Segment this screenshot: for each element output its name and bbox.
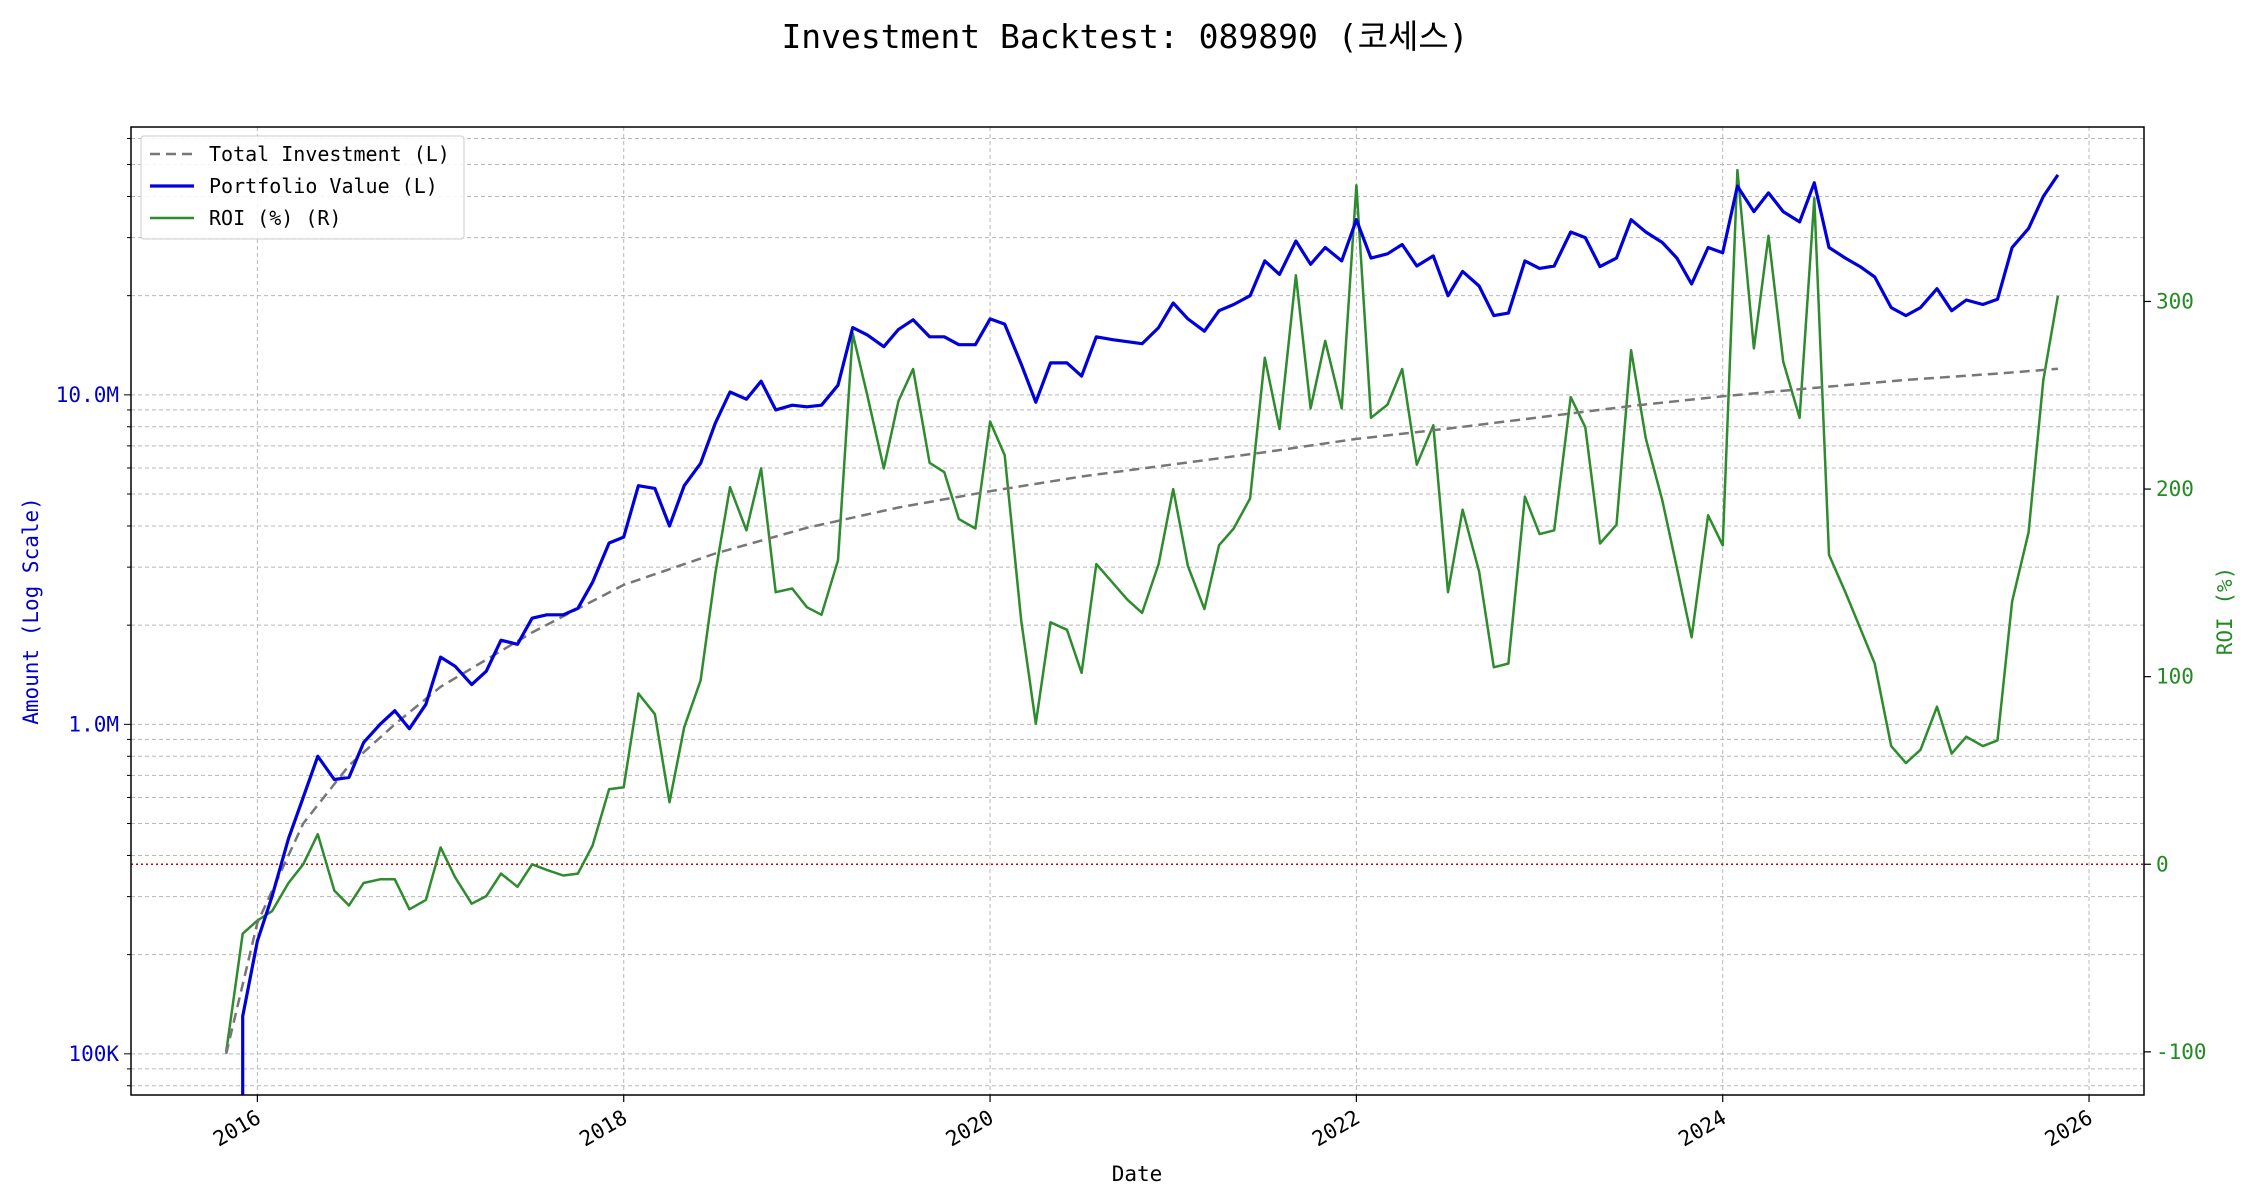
plot-frame bbox=[130, 126, 2145, 1096]
grid bbox=[131, 127, 2144, 1095]
chart-title: Investment Backtest: 089890 (코세스) bbox=[781, 17, 1468, 56]
left-tick-label: 100K bbox=[68, 1042, 119, 1066]
left-axis-label: Amount (Log Scale) bbox=[19, 497, 43, 725]
x-tick-label: 2026 bbox=[2041, 1105, 2097, 1151]
legend-entry-portfolio-value: Portfolio Value (L) bbox=[209, 174, 438, 198]
right-tick-label: 300 bbox=[2156, 289, 2194, 313]
legend-entry-roi: ROI (%) (R) bbox=[209, 206, 341, 230]
x-tick-label: 2018 bbox=[575, 1105, 631, 1151]
x-tick-label: 2016 bbox=[209, 1105, 265, 1151]
roi-line bbox=[224, 168, 2060, 1053]
x-tick-label: 2024 bbox=[1674, 1105, 1730, 1151]
axis-ticks: 2016 2018 2020 2022 2024 2026 100K 1.0M 10.0M -10… bbox=[56, 137, 2207, 1151]
legend-box bbox=[140, 135, 465, 240]
legend: Total Investment (L) Portfolio Value (L) R… bbox=[140, 135, 465, 240]
total-investment-line bbox=[224, 367, 2058, 1055]
x-axis-label: Date bbox=[1112, 1162, 1163, 1186]
right-tick-label: -100 bbox=[2156, 1040, 2207, 1064]
x-tick-label: 2022 bbox=[1308, 1105, 1364, 1151]
series-layer bbox=[131, 168, 2144, 1095]
portfolio-value-line bbox=[241, 174, 2060, 1095]
left-tick-label: 1.0M bbox=[68, 712, 119, 736]
right-tick-label: 0 bbox=[2156, 852, 2169, 876]
right-axis-label: ROI (%) bbox=[2213, 567, 2237, 656]
x-tick-label: 2020 bbox=[942, 1105, 998, 1151]
right-tick-label: 200 bbox=[2156, 477, 2194, 501]
left-tick-label: 10.0M bbox=[56, 383, 119, 407]
legend-entry-total-investment: Total Investment (L) bbox=[209, 142, 450, 166]
right-tick-label: 100 bbox=[2156, 665, 2194, 689]
